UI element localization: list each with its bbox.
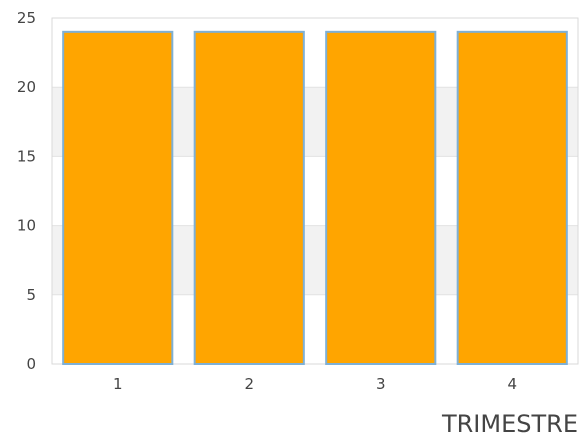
plot-area-border: [51, 17, 579, 365]
y-axis-ticks: 0 5 10 15 20 25: [17, 9, 36, 373]
x-axis-title: TRIMESTRE: [441, 410, 578, 438]
y-tick-label: 15: [17, 147, 36, 165]
bar-4: [456, 30, 568, 366]
x-tick-label: 3: [376, 375, 386, 393]
y-tick-label: 20: [17, 78, 36, 96]
y-tick-label: 10: [17, 217, 36, 235]
x-tick-label: 1: [113, 375, 123, 393]
x-tick-label: 2: [244, 375, 254, 393]
y-tick-label: 0: [26, 355, 36, 373]
x-tick-label: 4: [507, 375, 517, 393]
y-tick-label: 25: [17, 9, 36, 27]
bar-3: [325, 30, 437, 366]
x-axis-ticks: 1 2 3 4: [113, 375, 517, 393]
bar-2: [193, 30, 305, 366]
bars: [62, 30, 568, 366]
bar-1: [62, 30, 174, 366]
y-tick-label: 5: [26, 286, 36, 304]
